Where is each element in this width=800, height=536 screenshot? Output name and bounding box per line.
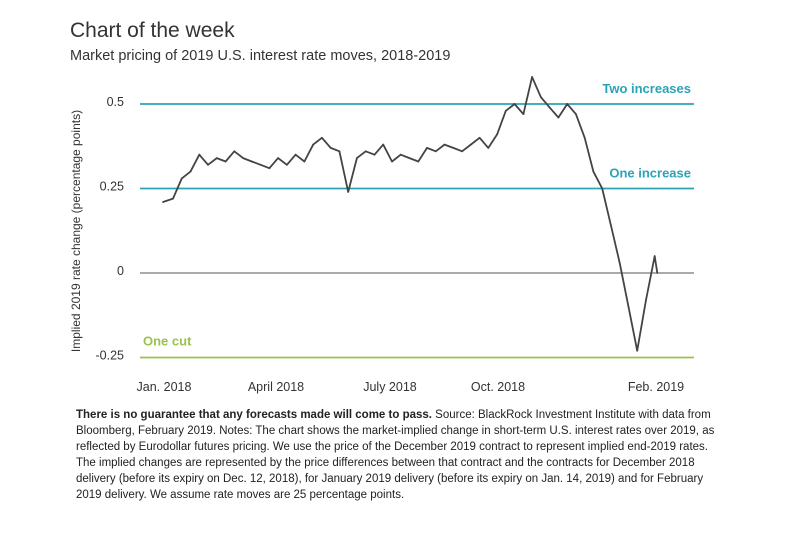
data-point [277,157,279,160]
data-point [566,103,569,105]
data-point [373,153,376,156]
data-point [513,103,516,105]
data-point [592,170,595,173]
x-tick-label: Oct. 2018 [471,380,525,394]
data-point [636,349,639,352]
data-point [294,153,297,156]
x-tick-label: July 2018 [363,380,417,394]
footnote-disclaimer: There is no guarantee that any forecasts… [76,409,432,421]
reference-label: Two increases [602,81,691,96]
data-point [399,153,402,156]
reference-label: One increase [609,166,691,181]
data-point [583,136,586,139]
data-point [408,157,411,160]
data-point [461,150,463,153]
data-point [233,150,236,153]
data-point [557,116,560,119]
data-point [645,299,647,301]
data-point [469,143,472,146]
series-line [162,76,659,352]
data-point [531,76,533,78]
data-point [259,163,262,166]
y-tick-label: 0.25 [100,180,124,194]
data-point [250,160,253,163]
data-point [601,187,604,190]
data-point [540,96,542,99]
data-point [286,163,288,166]
data-point [426,147,428,149]
chart-subtitle: Market pricing of 2019 U.S. interest rat… [70,48,451,64]
data-point [487,147,490,149]
data-point [478,136,481,139]
data-point [575,113,577,115]
data-point [303,160,306,163]
data-point [312,143,315,146]
data-point [224,160,227,163]
data-point [522,113,525,115]
footnote-text: Source: BlackRock Investment Institute w… [76,409,715,501]
data-point [215,157,218,160]
line-chart: Two increases One increase One cut 0.5 0.25 0… [69,76,694,394]
reference-label: One cut [143,334,192,349]
data-point [162,201,164,203]
data-point [356,157,358,160]
data-point [656,272,659,274]
data-point [268,167,271,170]
data-point [653,255,656,257]
data-point [198,153,201,156]
data-point [496,133,498,136]
chart-title: Chart of the week [70,19,235,42]
data-point [417,160,420,163]
data-point [172,197,174,200]
data-point [329,147,332,149]
x-tick-label: Jan. 2018 [137,380,192,394]
data-point [347,191,350,193]
data-point [452,147,455,149]
data-point [391,160,393,163]
data-point [189,170,192,173]
data-point [434,150,437,153]
data-point [627,305,630,308]
y-tick-label: 0.5 [107,95,124,109]
data-point [443,143,446,146]
data-point [242,157,245,160]
footnote: There is no guarantee that any forecasts… [76,407,716,503]
data-point [504,109,507,112]
y-axis-label: Implied 2019 rate change (percentage poi… [69,110,83,352]
data-point [180,177,183,180]
data-point [548,106,551,109]
data-point [321,136,323,139]
x-tick-label: Feb. 2019 [628,380,684,394]
y-tick-label: 0 [117,264,124,278]
data-point [618,262,621,264]
data-point [610,224,612,227]
data-point [207,163,209,166]
data-point [364,150,367,153]
y-tick-label: -0.25 [96,349,125,363]
data-point [382,143,385,146]
x-tick-label: April 2018 [248,380,304,394]
data-point [338,150,341,153]
